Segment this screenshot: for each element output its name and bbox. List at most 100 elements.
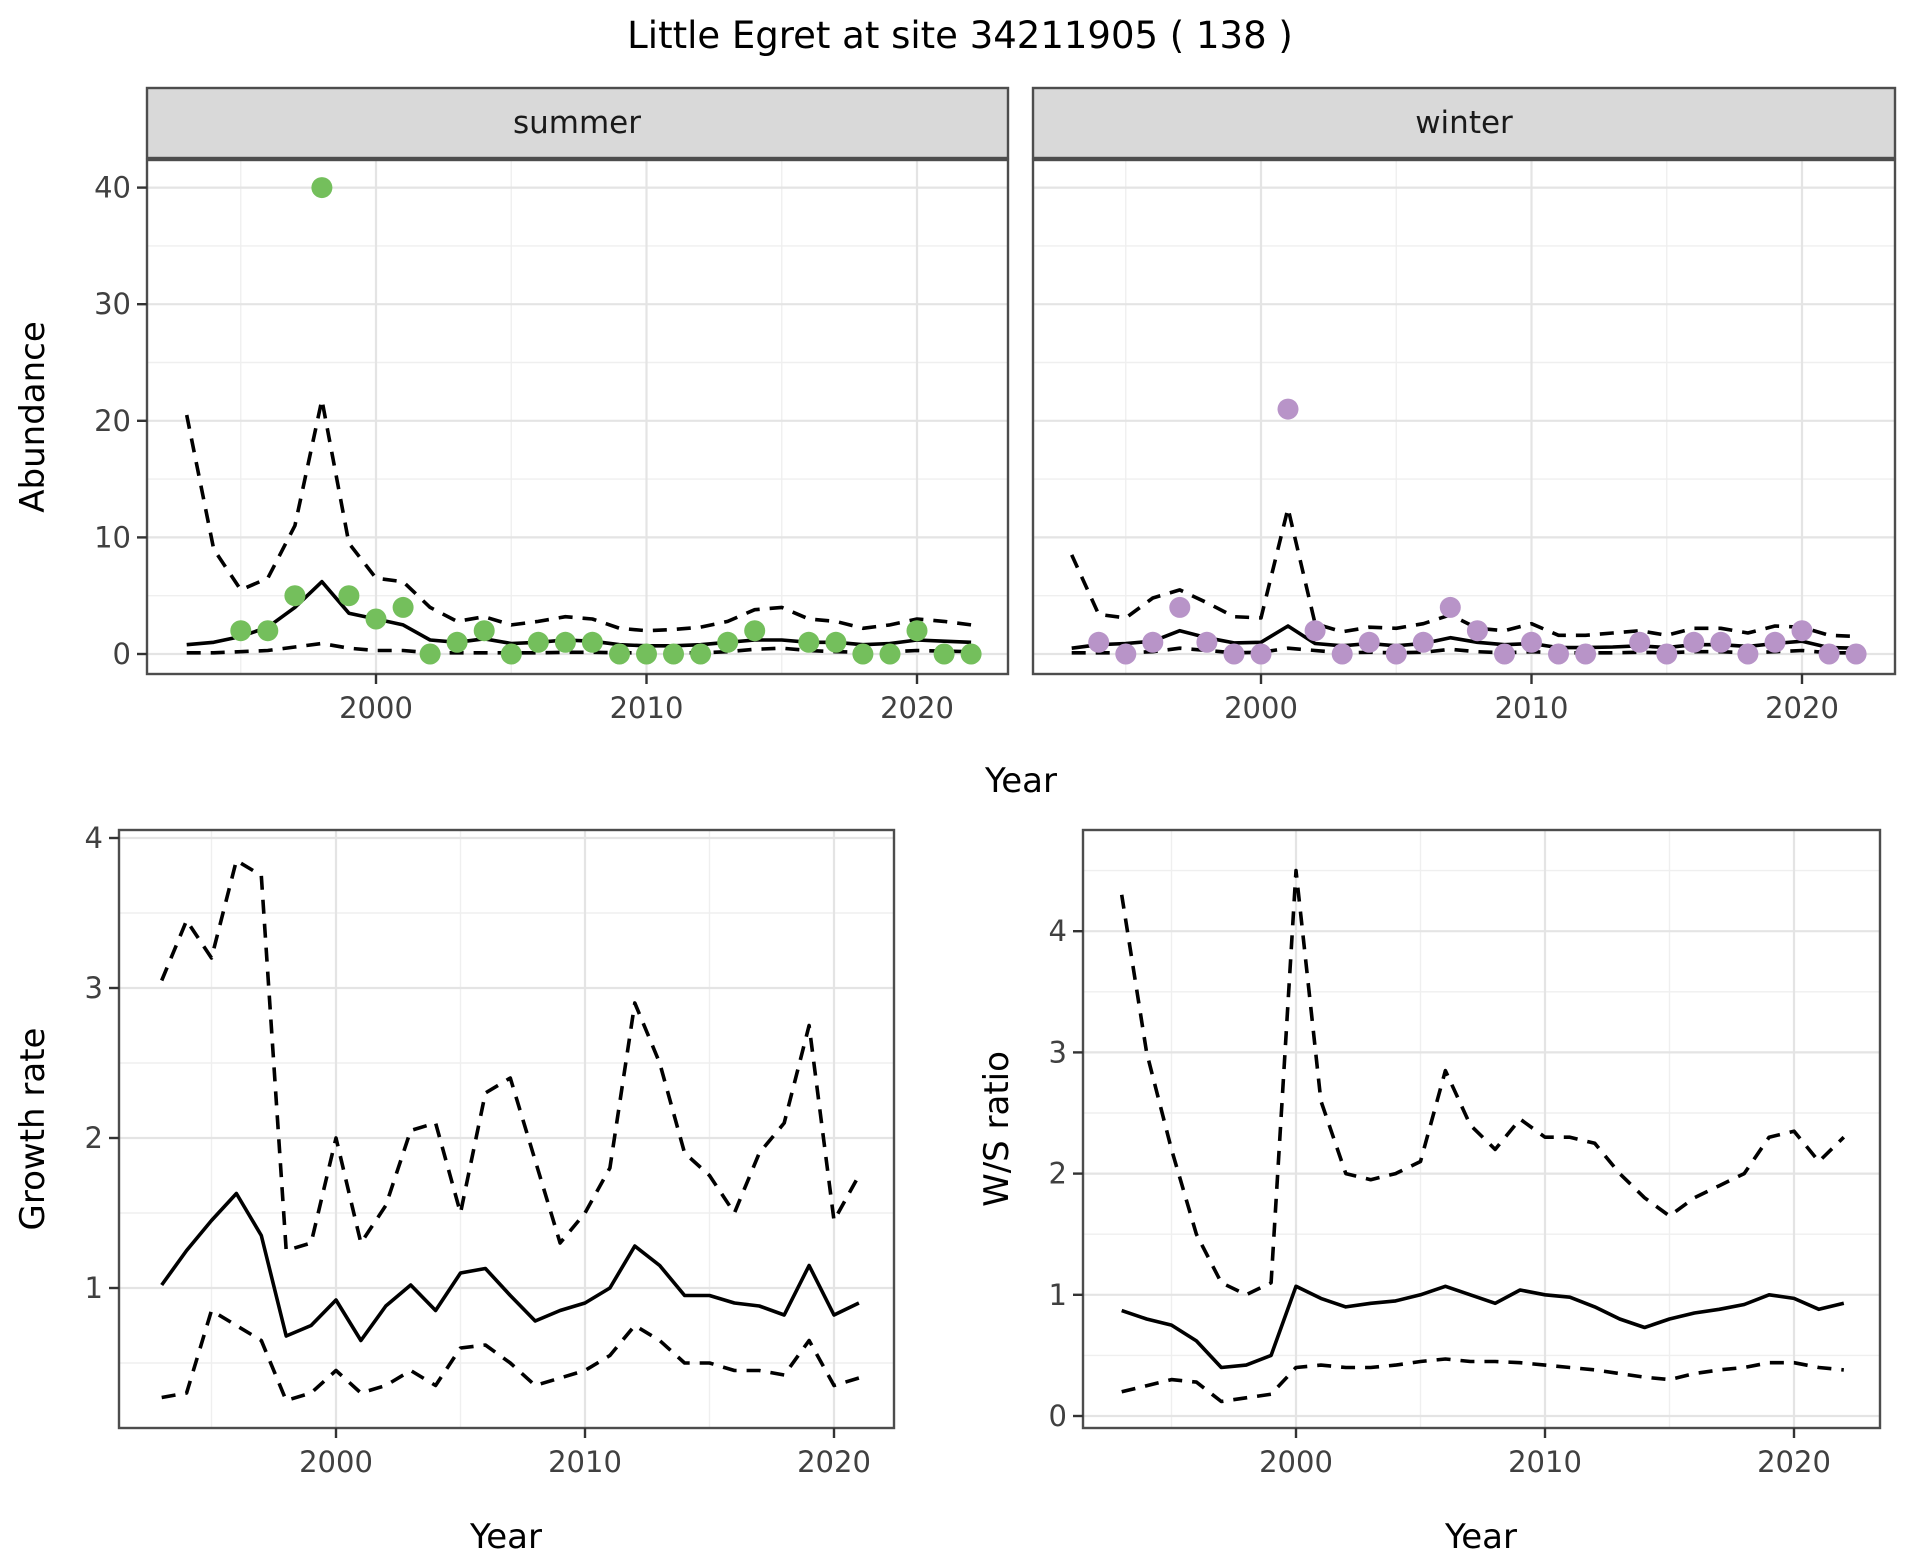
y-tick-label: 40 — [94, 171, 131, 205]
y-tick-label: 1 — [85, 1271, 103, 1305]
panel-abundance_summer: 2000 2010 2020 0 10 20 30 40 — [94, 158, 1010, 725]
data-point — [1845, 643, 1867, 665]
x-tick-label: 2000 — [339, 691, 413, 725]
data-point — [581, 631, 603, 653]
series-ws_ratio — [1119, 868, 1846, 1404]
lower-ci-line — [1121, 1357, 1844, 1404]
data-point — [1169, 596, 1191, 618]
x-tick-label: 2000 — [1259, 1445, 1333, 1479]
series-abundance_winter — [1070, 398, 1867, 665]
data-point — [1277, 398, 1299, 420]
x-tick-label: 2010 — [548, 1445, 622, 1479]
x-tick-label: 2020 — [797, 1445, 871, 1479]
data-point — [1494, 643, 1515, 665]
data-point — [1710, 631, 1732, 653]
data-point — [1466, 620, 1488, 642]
y-tick-label: 2 — [1049, 1157, 1067, 1191]
data-point — [1791, 620, 1813, 642]
x-tick-label: 2010 — [1495, 691, 1569, 725]
mean-line — [1121, 1284, 1845, 1370]
panel-growth_rate: 2000 2010 2020 1 2 3 4 — [85, 821, 896, 1479]
upper-ci-line — [1119, 868, 1846, 1297]
facet-strip-winter: winter — [1031, 86, 1897, 160]
x-tick-label: 2000 — [299, 1445, 373, 1479]
data-point — [1575, 643, 1597, 665]
data-point — [257, 620, 279, 642]
data-point — [717, 631, 739, 653]
data-point — [311, 177, 333, 199]
data-point — [906, 620, 928, 642]
series-abundance_summer — [184, 177, 982, 665]
plot-title: Little Egret at site 34211905 ( 138 ) — [627, 14, 1293, 57]
data-point — [1088, 631, 1110, 653]
panel-border — [1031, 158, 1897, 676]
y-tick-label: 3 — [85, 971, 103, 1005]
data-point — [663, 643, 684, 665]
data-point — [1223, 643, 1245, 665]
data-point — [1656, 643, 1678, 665]
y-tick-label: 1 — [1049, 1278, 1067, 1312]
data-point — [473, 620, 495, 642]
x-tick-label: 2000 — [1224, 691, 1298, 725]
strip-box-summer — [145, 86, 1010, 160]
y-axis-title-ws-ratio: W/S ratio — [977, 1051, 1017, 1207]
y-axis-title-abundance: Abundance — [13, 321, 53, 513]
strip-label-summer: summer — [513, 105, 641, 141]
y-tick-label: 20 — [94, 404, 131, 438]
data-point — [798, 631, 820, 653]
data-point — [1115, 643, 1137, 665]
data-point — [284, 585, 306, 607]
x-tick-label: 2020 — [880, 691, 954, 725]
data-point — [960, 643, 982, 665]
data-point — [527, 631, 549, 653]
y-axis-title-growth-rate: Growth rate — [13, 1028, 53, 1231]
facet-strip-summer: summer — [145, 86, 1010, 160]
x-tick-label: 2010 — [610, 691, 684, 725]
y-tick-label: 2 — [85, 1121, 103, 1155]
data-point — [392, 596, 414, 618]
data-point — [1629, 631, 1651, 653]
data-point — [690, 643, 712, 665]
data-point — [1764, 631, 1786, 653]
strip-label-winter: winter — [1415, 105, 1513, 141]
data-point — [419, 643, 441, 665]
data-point — [744, 620, 766, 642]
data-point — [879, 643, 901, 665]
data-point — [1196, 631, 1218, 653]
upper-ci-line — [1070, 506, 1857, 639]
y-tick-label: 3 — [1049, 1035, 1067, 1069]
data-point — [609, 643, 630, 665]
data-point — [1683, 631, 1705, 653]
y-tick-label: 10 — [94, 520, 131, 554]
data-point — [1521, 631, 1542, 653]
data-point — [554, 631, 576, 653]
y-tick-label: 0 — [1049, 1399, 1067, 1433]
data-point — [1737, 643, 1759, 665]
mean-line — [1071, 624, 1857, 650]
y-tick-label: 4 — [85, 821, 103, 855]
data-point — [1142, 631, 1164, 653]
y-tick-label: 0 — [113, 637, 131, 671]
x-tick-label: 2020 — [1765, 691, 1839, 725]
data-point — [338, 585, 360, 607]
panel-border — [117, 828, 896, 1430]
mean-line — [160, 1191, 860, 1343]
upper-ci-line — [184, 397, 972, 633]
data-point — [1818, 643, 1840, 665]
upper-ci-line — [160, 858, 861, 1253]
lower-ci-line — [186, 641, 972, 655]
data-point — [636, 643, 657, 665]
x-tick-label: 2020 — [1757, 1445, 1831, 1479]
data-point — [933, 643, 955, 665]
data-point — [1385, 643, 1407, 665]
data-point — [1412, 631, 1434, 653]
x-axis-title-growth: Year — [469, 1517, 542, 1557]
data-point — [1250, 643, 1272, 665]
series-growth_rate — [160, 858, 861, 1403]
x-tick-label: 2010 — [1508, 1445, 1582, 1479]
data-point — [1304, 620, 1326, 642]
y-tick-label: 30 — [94, 287, 131, 321]
